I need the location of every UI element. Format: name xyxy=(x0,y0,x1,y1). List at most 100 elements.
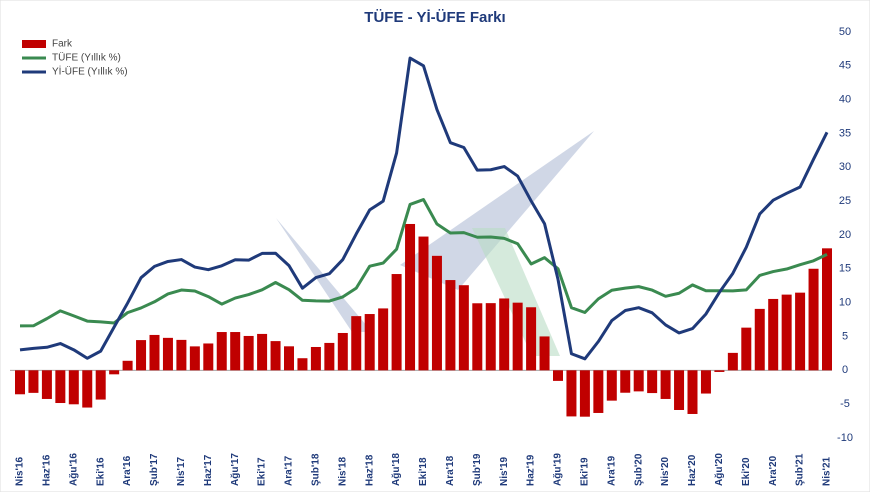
bar xyxy=(284,346,294,371)
bar xyxy=(822,248,832,371)
legend-label: Fark xyxy=(52,39,73,50)
chart-title: TÜFE - Yİ-ÜFE Farkı xyxy=(364,9,505,26)
bar xyxy=(579,370,590,417)
y-tick-label: 35 xyxy=(839,127,851,139)
bar xyxy=(526,307,537,371)
bar xyxy=(553,370,563,381)
bar xyxy=(458,285,469,371)
legend-swatch xyxy=(22,40,46,48)
bar xyxy=(445,280,456,371)
y-tick-label: 15 xyxy=(839,263,851,275)
bar xyxy=(270,341,281,371)
bar xyxy=(808,268,819,371)
bar xyxy=(647,370,658,394)
bar xyxy=(55,370,66,404)
bar xyxy=(243,335,254,371)
x-tick-label: Eki'19 xyxy=(580,457,591,486)
x-tick-label: Şub'18 xyxy=(311,453,322,486)
bar xyxy=(189,346,200,371)
bar xyxy=(337,332,348,371)
legend-label: Yİ-ÜFE (Yıllık %) xyxy=(52,65,128,78)
x-tick-label: Eki'16 xyxy=(95,457,106,486)
y-tick-label: 40 xyxy=(839,94,851,106)
bar xyxy=(68,370,79,405)
bar xyxy=(714,370,725,372)
bar xyxy=(297,358,308,371)
bar xyxy=(418,236,429,371)
decor xyxy=(400,131,594,290)
bar xyxy=(566,370,577,417)
bar xyxy=(754,308,765,371)
y-tick-label: 0 xyxy=(842,364,848,376)
x-tick-label: Şub'19 xyxy=(472,453,483,486)
x-tick-label: Nis'18 xyxy=(337,456,348,486)
bar xyxy=(203,343,214,371)
y-tick-label: 50 xyxy=(839,26,851,38)
x-tick-label: Haz'16 xyxy=(42,454,53,486)
y-tick-label: 45 xyxy=(839,60,851,72)
x-tick-label: Eki'20 xyxy=(741,457,752,486)
x-tick-label: Haz'20 xyxy=(687,454,698,486)
bar xyxy=(687,370,698,414)
bar xyxy=(539,336,550,371)
bar xyxy=(768,298,779,371)
bar xyxy=(95,370,106,400)
x-tick-label: Şub'20 xyxy=(633,453,644,486)
y-tick-label: 10 xyxy=(839,297,851,309)
x-tick-label: Ağu'18 xyxy=(391,453,402,486)
bar xyxy=(795,292,806,371)
bar xyxy=(216,332,227,371)
bar xyxy=(431,255,442,371)
x-tick-label: Haz'18 xyxy=(364,454,375,486)
x-tick-label: Şub'17 xyxy=(149,453,160,486)
y-tick-label: -5 xyxy=(840,398,850,410)
bar xyxy=(230,332,241,371)
x-tick-label: Ara'20 xyxy=(768,455,779,486)
x-tick-label: Ağu'19 xyxy=(553,453,564,486)
bar xyxy=(660,370,671,399)
bar xyxy=(405,223,416,371)
bar xyxy=(620,370,631,393)
bar xyxy=(593,370,604,413)
bar xyxy=(351,316,362,371)
x-tick-label: Nis'19 xyxy=(499,456,510,486)
line xyxy=(19,198,828,328)
bar xyxy=(378,308,389,371)
bar xyxy=(512,302,523,371)
decor xyxy=(472,228,560,356)
x-tick-label: Şub'21 xyxy=(795,453,806,486)
bar xyxy=(15,370,25,395)
bar xyxy=(391,274,402,371)
x-tick-label: Ağu'20 xyxy=(714,453,725,486)
x-tick-label: Eki'17 xyxy=(257,457,268,486)
bar xyxy=(122,360,133,371)
x-tick-label: Eki'18 xyxy=(418,457,429,486)
x-tick-label: Haz'17 xyxy=(203,454,214,486)
line xyxy=(19,56,829,361)
bar xyxy=(136,340,147,371)
bar xyxy=(149,334,160,371)
y-tick-label: -10 xyxy=(837,432,853,444)
legend-label: TÜFE (Yıllık %) xyxy=(52,52,121,64)
x-tick-label: Ara'17 xyxy=(284,455,295,486)
bar xyxy=(485,303,496,371)
bar xyxy=(310,346,321,371)
x-tick-label: Haz'19 xyxy=(526,454,537,486)
bar xyxy=(674,370,685,410)
bar xyxy=(176,339,187,371)
x-tick-label: Nis'16 xyxy=(15,456,26,486)
bar xyxy=(633,370,644,392)
x-tick-label: Nis'17 xyxy=(176,456,187,486)
y-tick-label: 5 xyxy=(842,330,848,342)
bar xyxy=(324,342,335,371)
x-tick-label: Ara'18 xyxy=(445,455,456,486)
bar xyxy=(499,298,510,371)
bar xyxy=(700,370,711,394)
x-tick-label: Nis'21 xyxy=(822,456,833,486)
bar xyxy=(781,294,792,371)
bar xyxy=(28,370,39,393)
bar xyxy=(606,370,617,401)
y-tick-label: 20 xyxy=(839,229,851,241)
bar xyxy=(109,370,120,375)
bar xyxy=(364,314,375,371)
